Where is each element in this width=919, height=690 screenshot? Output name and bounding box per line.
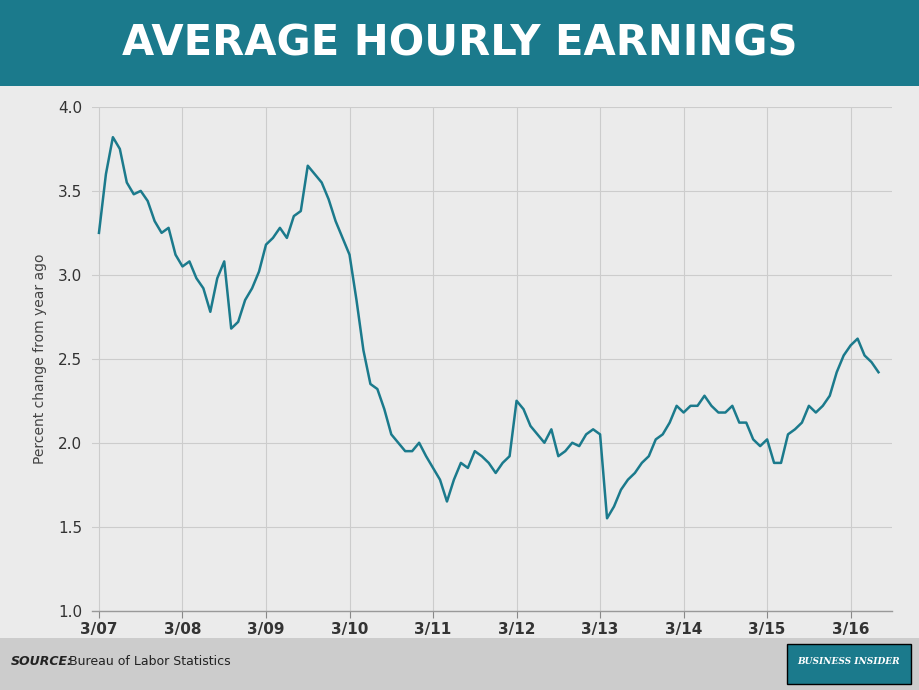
Text: SOURCE:: SOURCE: [11, 655, 73, 668]
Text: BUSINESS INSIDER: BUSINESS INSIDER [796, 657, 899, 666]
Text: AVERAGE HOURLY EARNINGS: AVERAGE HOURLY EARNINGS [122, 22, 797, 64]
Y-axis label: Percent change from year ago: Percent change from year ago [33, 253, 47, 464]
FancyBboxPatch shape [786, 644, 910, 684]
Text: Bureau of Labor Statistics: Bureau of Labor Statistics [69, 655, 231, 668]
